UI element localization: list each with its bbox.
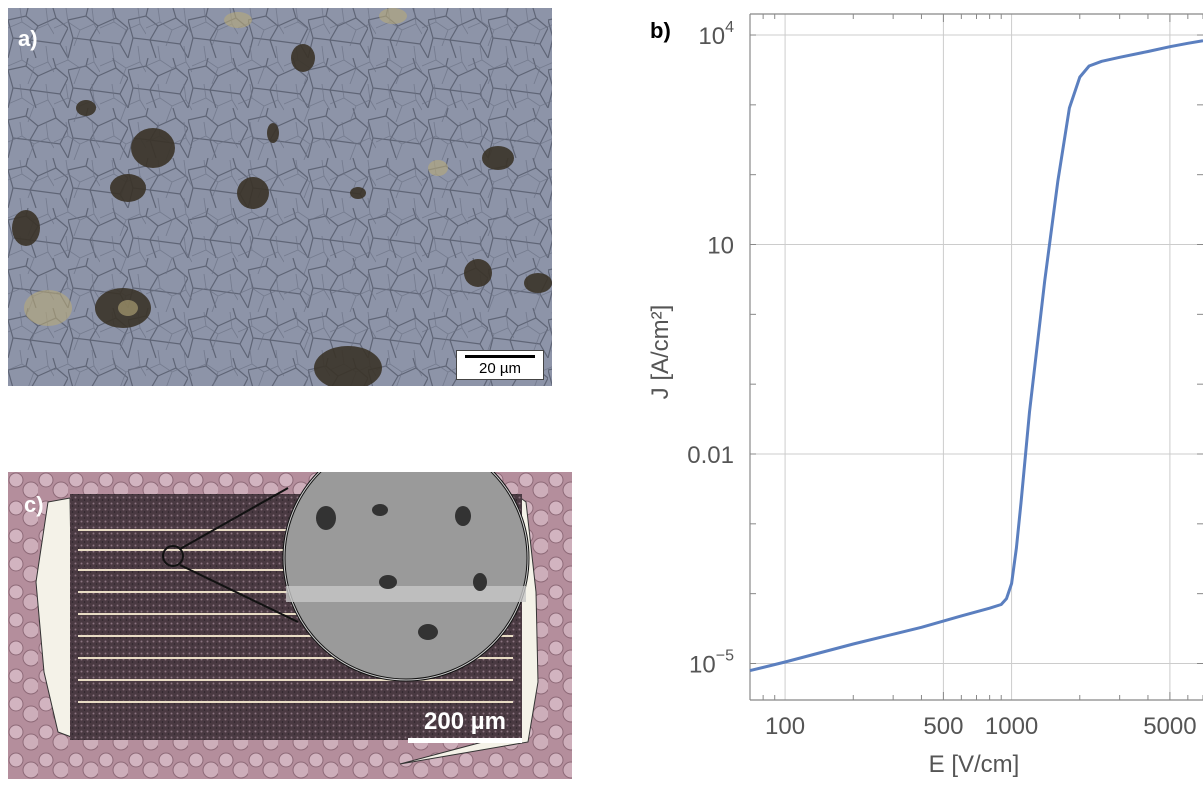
chart-panel-b: 100 500 1000 5000 10−5 0.01 10 104 E [V/cm] J … — [620, 0, 1203, 785]
micrograph-panel-a: a) 20 µm — [8, 8, 552, 386]
x-tick-label: 100 — [765, 713, 805, 740]
scale-bar-c-text: 200 µm — [424, 708, 506, 735]
series-layer — [749, 39, 1203, 673]
x-tick-label: 5000 — [1143, 713, 1196, 740]
plot-frame — [749, 13, 1203, 701]
x-tick-label: 500 — [923, 713, 963, 740]
y-tick-label: 0.01 — [687, 442, 734, 469]
y-tick-label: 104 — [698, 19, 734, 50]
scale-bar-a-text: 20 µm — [479, 360, 521, 377]
scale-bar-c: 200 µm — [408, 708, 522, 743]
x-axis-title: E [V/cm] — [929, 751, 1020, 778]
x-tick-label: 1000 — [985, 713, 1038, 740]
x-tick-labels: 100 500 1000 5000 — [765, 713, 1197, 740]
je-curve-line — [749, 39, 1203, 673]
cross-section-panel-c: c) 200 µm — [8, 472, 572, 779]
panel-c-label: c) — [24, 492, 44, 517]
y-axis-title: J [A/cm²] — [647, 305, 674, 400]
panel-a-label: a) — [18, 26, 38, 51]
y-tick-label: 10 — [707, 233, 734, 260]
grain-microstructure-image — [8, 8, 552, 386]
y-tick-labels: 10−5 0.01 10 104 — [687, 19, 734, 678]
varistor-cross-section-image — [8, 472, 572, 779]
y-tick-label: 10−5 — [689, 647, 734, 678]
grid-lines — [750, 14, 1203, 700]
scale-bar-a: 20 µm — [456, 350, 544, 380]
je-curve-chart: 100 500 1000 5000 10−5 0.01 10 104 E [V/cm] J … — [647, 13, 1203, 778]
panel-b-label: b) — [650, 18, 671, 43]
